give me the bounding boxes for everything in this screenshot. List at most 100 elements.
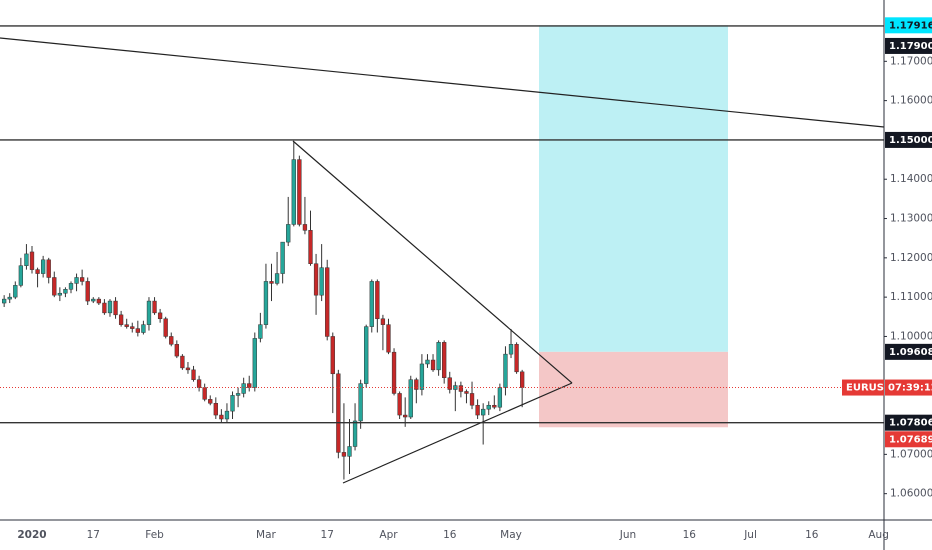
triangle-lower [342,382,573,484]
candle-body [135,328,140,333]
entry-label-bg [885,343,932,360]
candle-body [252,338,257,388]
candle-body [414,379,419,390]
candle-body [358,383,363,422]
level-label: 1.07806 [889,418,932,429]
entry-label: 1.09608 [889,347,932,358]
y-tick-label: 1.11000 [890,291,932,303]
axis-labels: 1.06000 1.07000 1.10000 1.11000 1.12000 1.130… [17,55,932,541]
trend-line [0,37,885,128]
candle-body [219,414,224,420]
price-axis [884,0,932,550]
candle-body [481,408,486,416]
candle-body [102,302,107,314]
candle-body [375,281,380,320]
candle-body [447,377,452,390]
candle-body [180,355,185,369]
candle-body [397,393,402,416]
x-tick-label: 16 [683,529,697,541]
candle-body [313,263,319,296]
candle-body [230,395,235,412]
countdown: 07:39:12 [888,383,932,394]
candle-body [291,159,296,225]
candle-body [152,300,157,314]
profit-zone [539,25,728,352]
candle-body [330,336,335,375]
symbol-tag-bg [842,379,884,396]
candle-body [163,318,168,337]
candle-body [174,344,179,357]
candle-body [269,281,274,284]
candle-body [380,318,386,325]
candle-body [391,351,397,394]
target-label: 1.17916 [889,20,932,31]
candle-body [286,224,291,243]
candle-body [247,383,252,388]
candle-body [308,230,313,264]
level-label: 1.17900 [889,41,932,52]
candle-body [475,404,480,416]
candle-body [425,359,430,365]
candle-body [118,314,124,325]
levels [0,25,884,424]
candle-body [492,404,497,408]
x-tick-label: 17 [87,529,100,541]
candle-body [169,336,174,345]
candle-body [297,159,302,225]
candle-body [79,277,85,282]
candle-body [196,379,202,388]
x-tick-label: Jun [619,529,636,541]
candle-body [408,379,413,418]
candle-body [347,446,352,457]
candle-body [436,342,441,371]
candle-body [442,342,447,378]
candle-body [74,277,79,284]
countdown-bg [885,379,932,396]
candle-body [7,296,12,300]
candle-body [85,281,90,302]
candle-body [369,281,374,327]
price-tags: 1.17916 1.17900 1.15000 1.09608 1.07806 1.076… [842,17,932,448]
x-tick-label: Feb [145,529,164,541]
x-tick-label: 17 [321,529,334,541]
y-tick-label: 1.07000 [890,448,932,460]
loss-zone [539,351,728,428]
x-tick-label: 2020 [17,529,46,541]
candle-body [319,267,324,296]
y-tick-label: 1.16000 [890,95,932,107]
candle-body [57,292,63,296]
candle-body [386,324,391,353]
y-tick-label: 1.06000 [890,488,932,500]
candle-body [352,420,358,447]
candle-body [464,391,469,394]
candle-body [2,298,7,304]
x-tick-label: Jul [743,529,757,541]
candle-body [458,385,464,392]
symbol-tag: EURUSD [846,383,892,394]
triangle-upper [292,140,573,384]
y-tick-label: 1.13000 [890,213,932,225]
candle-body [191,369,196,380]
candle-body [280,241,285,274]
x-tick-label: Aug [868,529,889,541]
candle-body [35,269,40,274]
level-label-bg [885,37,932,54]
candle-body [202,387,207,400]
candle-body [24,253,29,266]
candle-body [364,326,369,384]
stop-label-bg [885,431,932,448]
candle-body [325,267,330,337]
candle-body [224,410,230,420]
candles [2,141,525,480]
candle-body [274,273,280,284]
candle-body [18,265,24,286]
candle-body [520,371,525,388]
candle-body [141,324,146,333]
time-axis [0,520,932,550]
candle-body [91,298,96,302]
candle-body [68,283,74,290]
level-label-bg [885,131,932,148]
candle-body [157,312,163,320]
